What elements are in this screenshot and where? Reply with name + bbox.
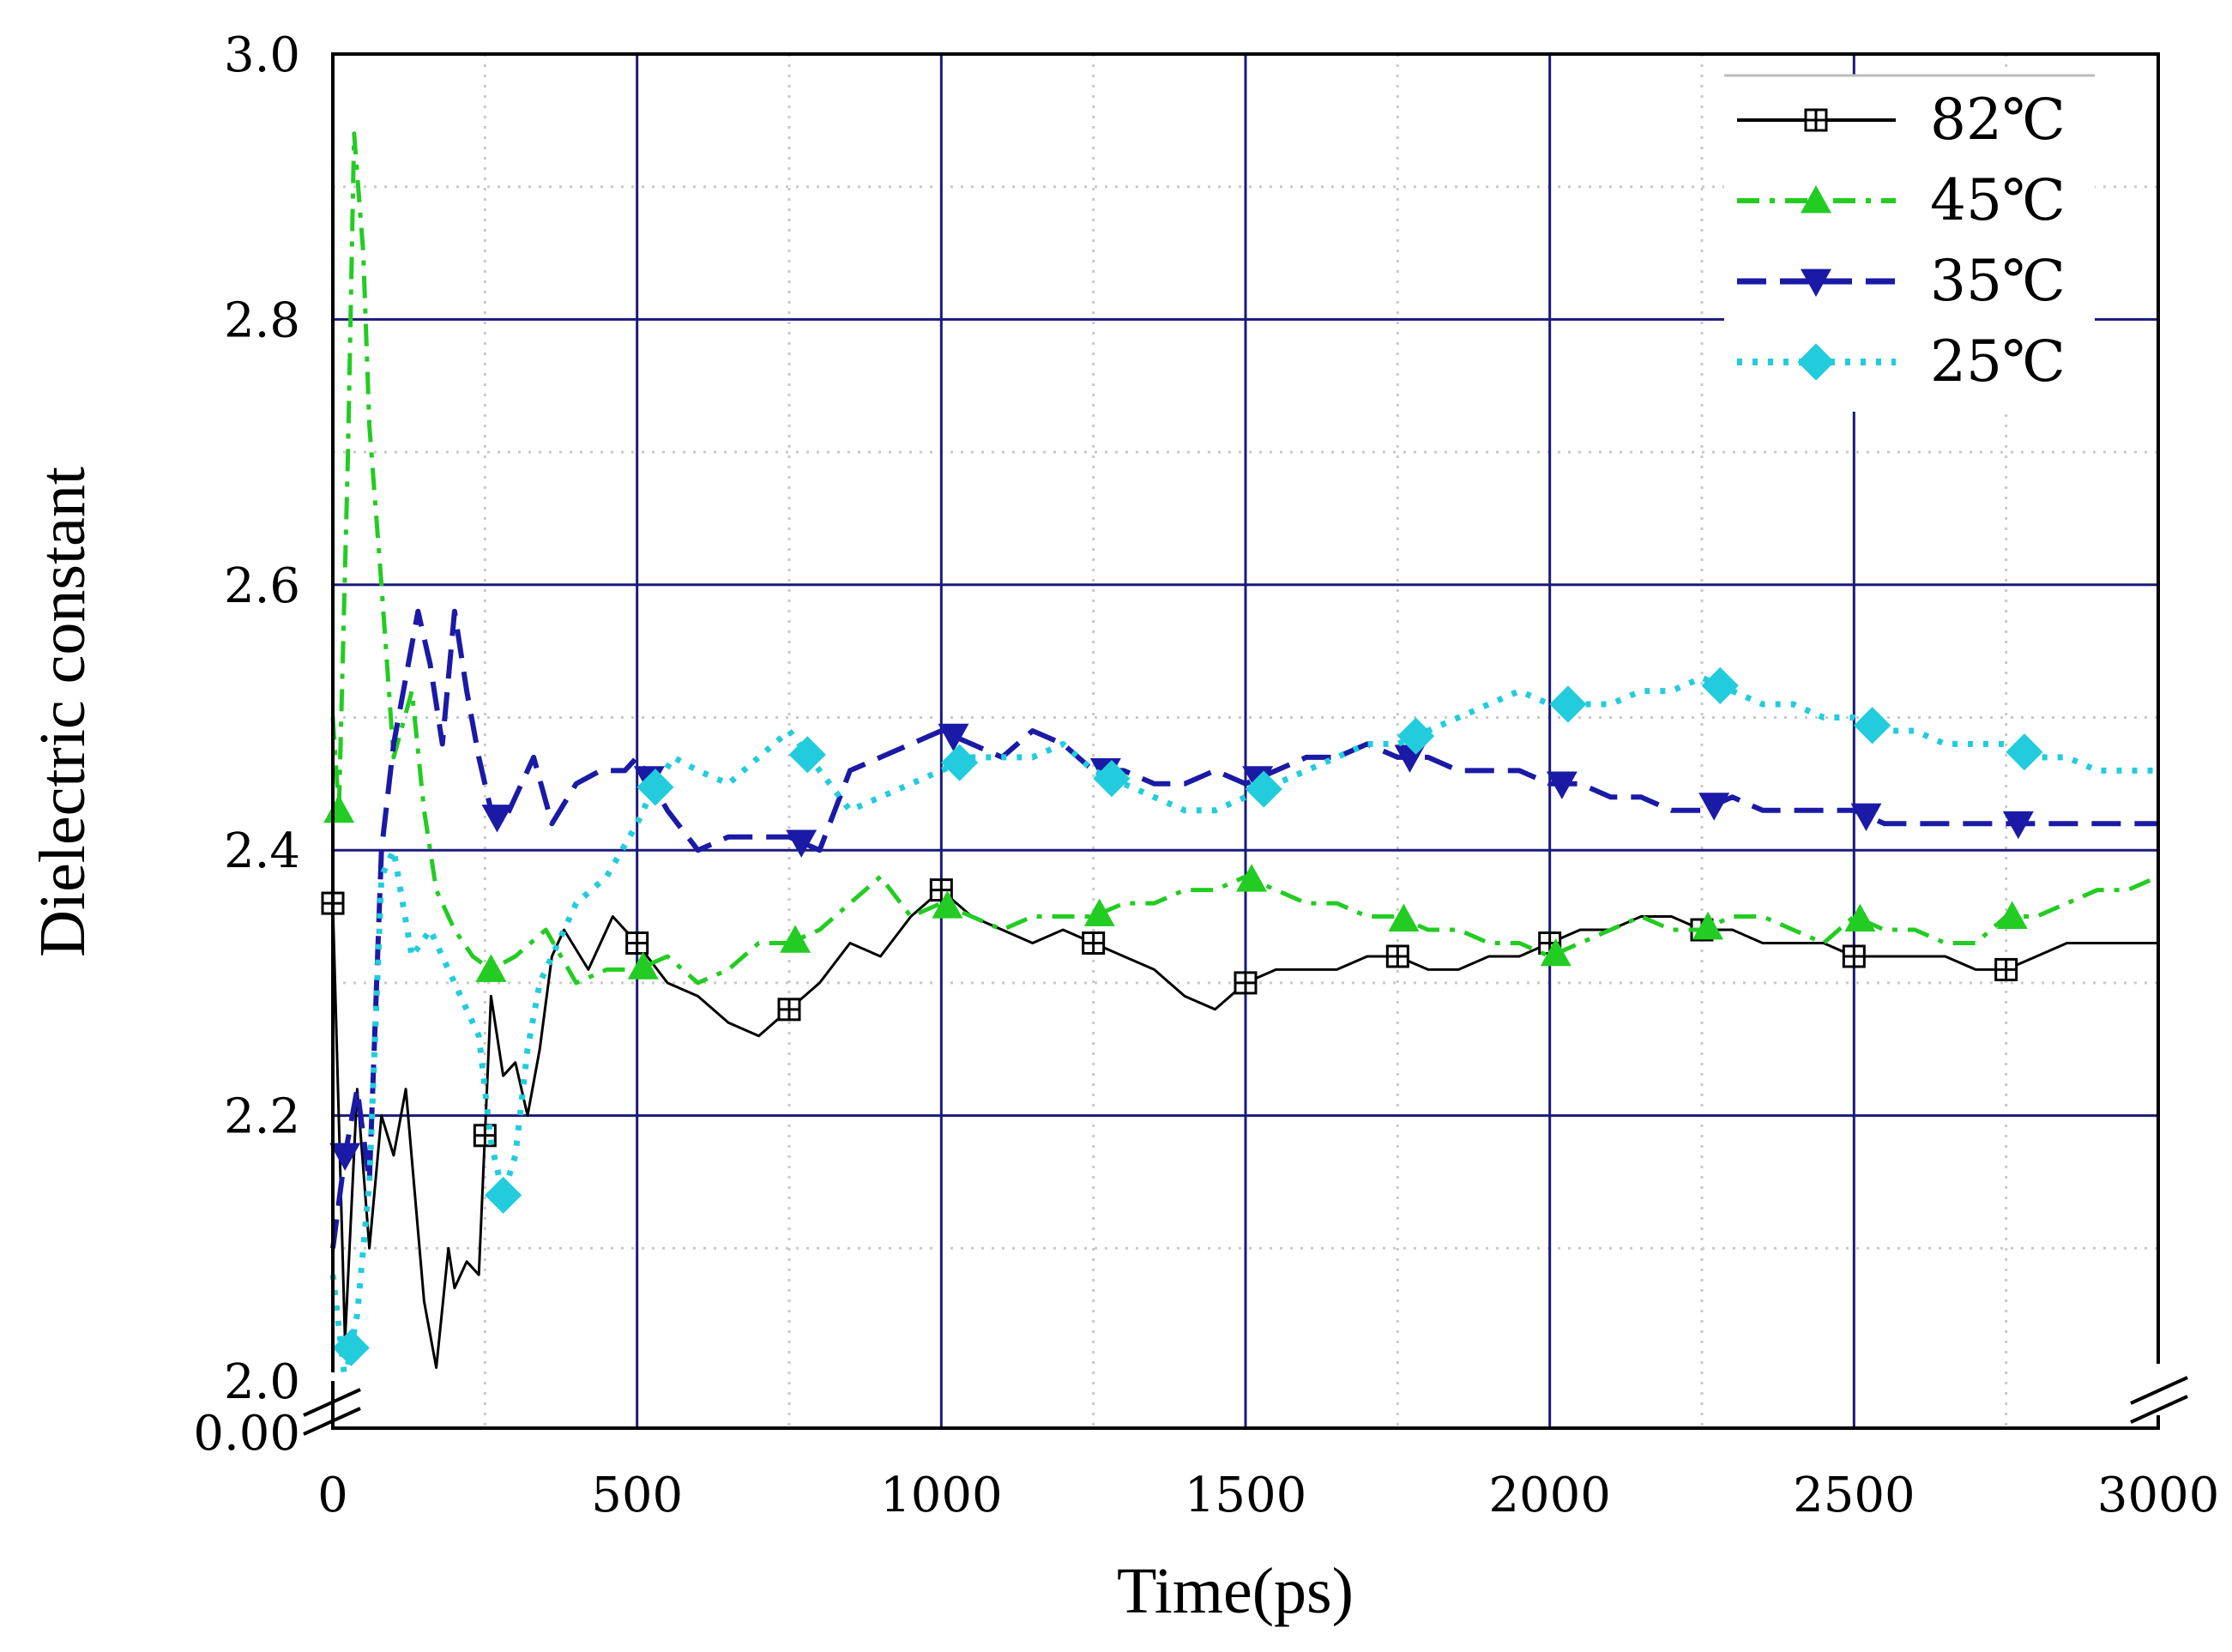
series-0-marker-10 — [1842, 944, 1866, 968]
series-3-marker-0 — [332, 1329, 370, 1366]
axis-break-marks — [292, 1364, 2188, 1436]
series-1-marker-2 — [627, 951, 659, 980]
legend-label-1: 45℃ — [1930, 167, 2066, 233]
legend-entry-1: 45℃ — [1737, 167, 2066, 233]
series-line-0 — [331, 889, 2158, 1369]
legend: 82℃ 45℃ 35℃ 25℃ — [1724, 74, 2095, 412]
series-line-2 — [330, 608, 2158, 1249]
series-1-marker-3 — [780, 925, 811, 953]
legend-swatch-marker-0 — [1804, 108, 1828, 132]
x-tick-label-2000: 2000 — [1488, 1468, 1611, 1523]
right-break-line-2 — [2130, 1395, 2188, 1424]
right-break-line-1 — [2130, 1376, 2188, 1405]
legend-swatch-marker-3 — [1797, 343, 1835, 381]
series-1-marker-1 — [475, 954, 507, 982]
y-tick-label-2.8: 2.8 — [224, 292, 300, 348]
legend-label-3: 25℃ — [1930, 329, 2066, 395]
y-tick-label-2.2: 2.2 — [224, 1089, 300, 1145]
x-axis-title: Time(ps) — [1117, 1555, 1354, 1627]
series-3-marker-1 — [485, 1176, 522, 1215]
series-2-marker-10 — [1850, 803, 1882, 831]
series-0-marker-3 — [777, 998, 801, 1022]
series-1-marker-10 — [1844, 903, 1876, 932]
y-tick-label-2.6: 2.6 — [224, 558, 300, 614]
series-2-marker-8 — [1546, 771, 1577, 799]
series-3-marker-5 — [1093, 760, 1131, 798]
y-tick-labels: 2.0 2.2 2.4 2.6 2.8 3.0 — [224, 27, 300, 1410]
legend-entry-0: 82℃ — [1737, 87, 2066, 153]
series-2-marker-3 — [786, 829, 817, 858]
series-1-marker-11 — [1996, 901, 2028, 929]
series-0-marker-5 — [1082, 931, 1106, 955]
series-1-marker-4 — [932, 890, 963, 919]
series-3 — [329, 666, 2158, 1384]
series-1-marker-7 — [1388, 903, 1420, 932]
series-2-marker-1 — [481, 805, 513, 833]
series-3-marker-4 — [941, 744, 979, 781]
series-1-marker-6 — [1236, 864, 1268, 892]
series-1 — [323, 131, 2160, 986]
series-1-marker-5 — [1083, 898, 1115, 926]
y-tick-label-2.4: 2.4 — [224, 823, 300, 879]
y-tick-label-3.0: 3.0 — [224, 27, 300, 83]
series-1-marker-8 — [1540, 938, 1571, 967]
legend-swatch-marker-1 — [1801, 185, 1831, 214]
legend-swatch-marker-2 — [1801, 268, 1831, 297]
x-tick-label-1500: 1500 — [1185, 1468, 1307, 1523]
series-3-marker-9 — [1701, 666, 1739, 704]
series-2-marker-0 — [329, 1143, 361, 1172]
series-0-marker-7 — [1385, 944, 1409, 968]
series-line-1 — [330, 131, 2160, 986]
series-2-marker-11 — [2002, 811, 2034, 840]
series-3-marker-3 — [788, 736, 826, 774]
legend-label-0: 82℃ — [1930, 87, 2066, 153]
series-1-marker-9 — [1692, 911, 1724, 940]
series-3-marker-6 — [1245, 770, 1282, 808]
series-line-3 — [329, 674, 2158, 1384]
x-tick-label-2500: 2500 — [1793, 1468, 1915, 1523]
series-2-marker-4 — [938, 723, 969, 752]
legend-box — [1724, 75, 2095, 412]
legend-entry-3: 25℃ — [1737, 329, 2066, 395]
x-tick-label-3000: 3000 — [2097, 1468, 2220, 1523]
y-break-lower-label: 0.00 — [193, 1406, 300, 1462]
series-3-marker-10 — [1854, 707, 1891, 745]
plot-frame — [331, 52, 2160, 1430]
series-3-marker-7 — [1397, 717, 1435, 755]
y-tick-label-2.0: 2.0 — [224, 1354, 300, 1410]
series-layer — [321, 131, 2160, 1384]
series-0-marker-6 — [1234, 971, 1258, 995]
series-0-marker-11 — [1994, 957, 2018, 981]
x-tick-labels: 0 500 1000 1500 2000 2500 3000 — [317, 1468, 2219, 1523]
series-3-marker-8 — [1549, 685, 1587, 723]
series-0-marker-2 — [625, 931, 649, 955]
legend-entry-2: 35℃ — [1737, 248, 2066, 314]
x-tick-label-1000: 1000 — [880, 1468, 1003, 1523]
x-tick-label-500: 500 — [591, 1468, 683, 1523]
series-2-marker-9 — [1698, 793, 1730, 821]
legend-label-2: 35℃ — [1930, 248, 2066, 314]
x-tick-label-0: 0 — [317, 1468, 348, 1523]
series-3-marker-11 — [2006, 733, 2043, 771]
y-axis-title: Dielectric constant — [27, 467, 99, 957]
series-3-marker-2 — [636, 769, 674, 806]
